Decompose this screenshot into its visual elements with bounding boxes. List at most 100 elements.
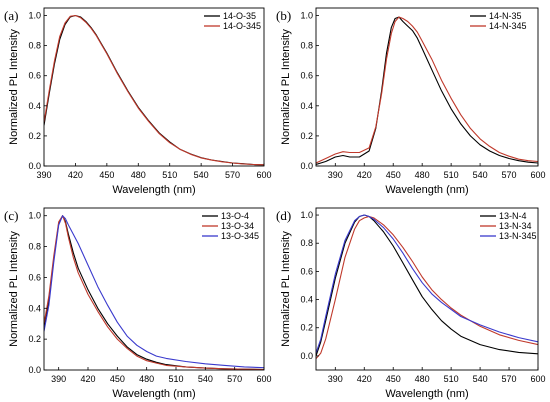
y-tick-label: 0.4 [28, 303, 41, 313]
y-tick-label: 1.0 [300, 210, 313, 220]
panel-label: (b) [276, 8, 291, 23]
x-tick-label: 450 [386, 170, 401, 180]
series-lines [44, 14, 264, 166]
x-tick-label: 480 [131, 170, 146, 180]
x-tick-label: 510 [444, 374, 459, 384]
series-line-1 [316, 214, 538, 357]
y-axis-title: Normalized PL Intensity [280, 231, 292, 347]
x-tick-label: 540 [194, 170, 209, 180]
y-tick-label: 0.6 [300, 71, 313, 81]
x-axis-title: Wavelength (nm) [112, 184, 195, 196]
x-tick-label: 450 [99, 170, 114, 180]
y-axis-title: Normalized PL Intensity [8, 231, 20, 347]
legend-label: 13-N-345 [499, 231, 537, 241]
legend-label: 14-N-345 [489, 21, 527, 31]
x-tick-label: 570 [502, 374, 517, 384]
x-tick-label: 510 [444, 170, 459, 180]
y-tick-label: 0.4 [28, 101, 41, 111]
x-tick-label: 480 [415, 170, 430, 180]
axes-frame [43, 207, 265, 371]
x-tick-label: 450 [386, 374, 401, 384]
y-tick-label: 0.0 [28, 365, 41, 375]
series-lines [44, 215, 264, 370]
axes-frame [315, 207, 539, 371]
x-tick-label: 600 [530, 170, 545, 180]
series-line-2 [44, 14, 264, 166]
y-tick-label: 0.6 [28, 71, 41, 81]
legend-label: 13-O-34 [221, 221, 254, 231]
x-tick-label: 540 [473, 374, 488, 384]
y-tick-label: 0.0 [300, 351, 313, 361]
y-tick-label: 0.2 [28, 334, 41, 344]
y-tick-label: 0.4 [300, 101, 313, 111]
y-tick-label: 0.8 [28, 41, 41, 51]
x-tick-label: 600 [256, 170, 271, 180]
y-tick-label: 0.8 [300, 238, 313, 248]
x-tick-label: 390 [328, 170, 343, 180]
legend-label: 13-O-345 [221, 231, 259, 241]
series-line-1 [44, 14, 264, 166]
series-lines [316, 16, 538, 166]
x-tick-label: 570 [227, 374, 242, 384]
x-tick-label: 510 [162, 170, 177, 180]
x-axis-title: Wavelength (nm) [385, 184, 468, 196]
x-tick-label: 510 [168, 374, 183, 384]
series-lines [316, 214, 538, 360]
y-tick-label: 0.2 [300, 131, 313, 141]
y-tick-label: 1.0 [28, 211, 41, 221]
y-tick-label: 0.8 [28, 242, 41, 252]
x-tick-label: 600 [256, 374, 271, 384]
x-tick-label: 570 [225, 170, 240, 180]
y-tick-label: 1.0 [300, 11, 313, 21]
x-tick-label: 390 [36, 170, 51, 180]
series-line-1 [316, 16, 538, 166]
x-tick-label: 420 [80, 374, 95, 384]
x-tick-label: 420 [357, 374, 372, 384]
legend-label: 14-O-345 [223, 21, 261, 31]
series-line-2 [316, 16, 538, 164]
chart-panel-3: (c) 390 420 450 480 510 540 570 600 0.0 0.2 0.4 0.6 0… [4, 207, 272, 400]
chart-panel-1: (a) 390 420 450 480 510 540 570 600 0.0 0.2 0.4 0.6 0… [4, 7, 272, 196]
y-axis-title: Normalized PL Intensity [280, 29, 292, 145]
series-line-3 [44, 215, 264, 369]
x-axis-title: Wavelength (nm) [385, 388, 468, 400]
legend-label: 13-O-4 [221, 211, 249, 221]
axes-frame [315, 7, 539, 167]
x-tick-label: 390 [51, 374, 66, 384]
axes-frame [43, 7, 265, 167]
y-tick-label: 0.0 [28, 161, 41, 171]
y-tick-label: 0.8 [300, 41, 313, 51]
x-tick-label: 480 [139, 374, 154, 384]
y-tick-label: 0.2 [300, 323, 313, 333]
y-tick-label: 0.6 [28, 272, 41, 282]
series-line-3 [316, 214, 538, 354]
y-axis-title: Normalized PL Intensity [8, 29, 20, 145]
x-tick-label: 450 [110, 374, 125, 384]
chart-panel-2: (b) 390 420 450 480 510 540 570 600 0.0 0.2 0.4 0.6 0… [276, 7, 546, 196]
legend-label: 14-N-35 [489, 11, 522, 21]
panel-label: (d) [276, 208, 291, 223]
x-tick-label: 390 [328, 374, 343, 384]
legend-label: 13-N-4 [499, 211, 527, 221]
y-tick-label: 0.6 [300, 266, 313, 276]
x-tick-label: 570 [502, 170, 517, 180]
x-axis-title: Wavelength (nm) [112, 388, 195, 400]
x-tick-label: 420 [68, 170, 83, 180]
y-tick-label: 1.0 [28, 11, 41, 21]
x-tick-label: 420 [357, 170, 372, 180]
chart-panel-4: (d) 390 420 450 480 510 540 570 600 0.0 0.2 0.4 0.6 0… [276, 207, 546, 400]
panel-label: (a) [4, 8, 18, 23]
x-tick-label: 540 [198, 374, 213, 384]
x-tick-label: 480 [415, 374, 430, 384]
y-tick-label: 0.4 [300, 295, 313, 305]
x-tick-label: 600 [530, 374, 545, 384]
x-tick-label: 540 [473, 170, 488, 180]
panel-label: (c) [4, 208, 18, 223]
y-tick-label: 0.0 [300, 161, 313, 171]
legend-label: 13-N-34 [499, 221, 532, 231]
